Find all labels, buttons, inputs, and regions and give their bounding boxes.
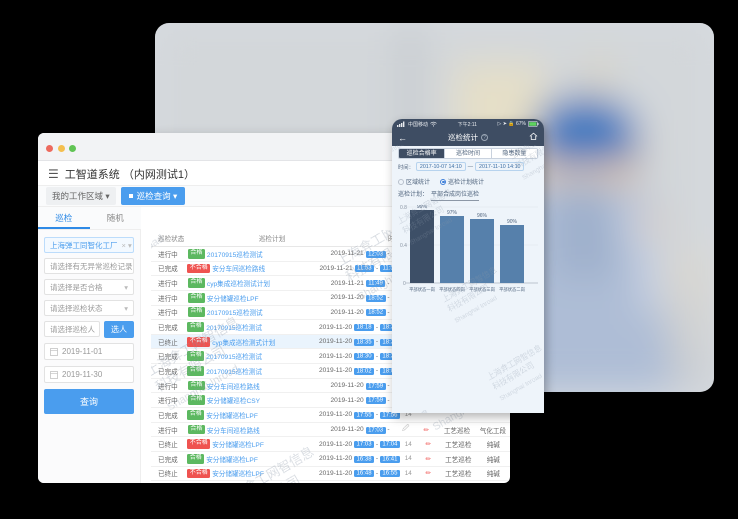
svg-text:96%: 96%: [477, 213, 488, 219]
svg-text:0.8: 0.8: [400, 205, 407, 211]
svg-text:平部状态一岗: 平部状态一岗: [409, 286, 435, 293]
svg-text:0: 0: [403, 281, 406, 287]
svg-text:平部状态三岗: 平部状态三岗: [469, 286, 495, 293]
svg-text:平部状态二岗: 平部状态二岗: [499, 286, 525, 293]
svg-text:0.4: 0.4: [400, 243, 407, 249]
svg-text:97%: 97%: [447, 210, 458, 216]
svg-text:平部状态四岗: 平部状态四岗: [439, 286, 465, 293]
svg-text:99%: 99%: [417, 205, 428, 210]
svg-text:90%: 90%: [507, 219, 518, 225]
